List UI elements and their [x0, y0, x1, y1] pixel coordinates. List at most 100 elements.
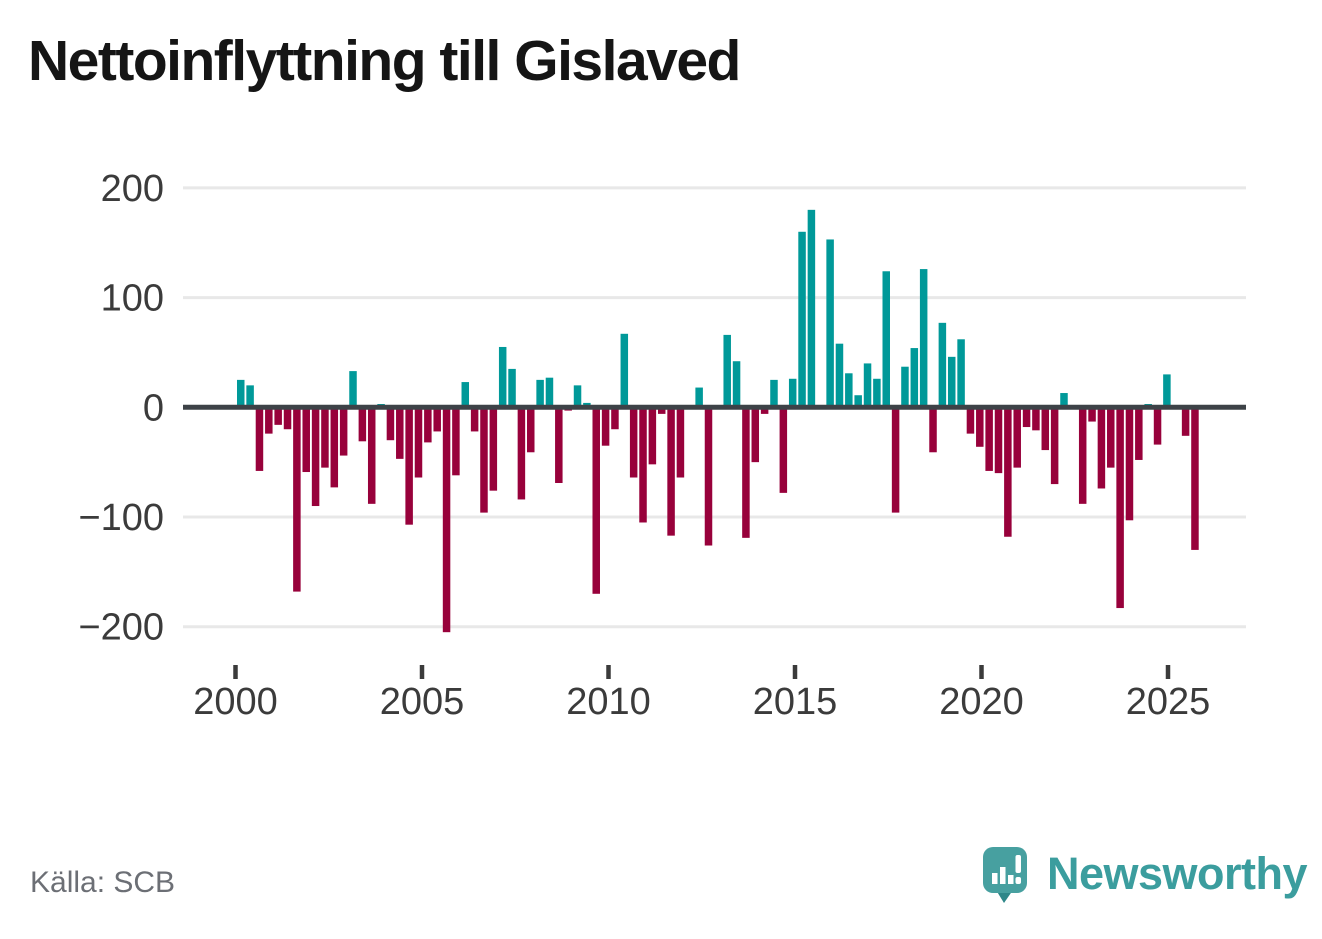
bar-2018-q2: [919, 269, 928, 408]
bar-2024-q3: [1153, 407, 1162, 445]
bar-2000-q2: [246, 385, 254, 408]
y-axis-label--100: −100: [78, 497, 164, 539]
bar-2005-q1: [424, 407, 432, 443]
bar-2021-q4: [1050, 407, 1059, 485]
bar-2010-q2: [620, 333, 629, 408]
bar-2001-q1: [274, 407, 282, 425]
bar-2022-q1: [1060, 393, 1068, 408]
bar-2005-q4: [452, 407, 460, 476]
bar-2011-q4: [676, 407, 685, 478]
bar-2016-q2: [845, 373, 853, 408]
bar-2020-q4: [1013, 407, 1021, 468]
bar-2004-q1: [386, 407, 395, 441]
bar-2006-q3: [480, 407, 488, 513]
x-axis-label-2015: 2015: [753, 681, 838, 723]
bar-2013-q3: [742, 407, 750, 538]
logo-bar-1: [992, 873, 998, 884]
bar-2003-q3: [367, 407, 376, 504]
bar-2009-q3: [592, 407, 600, 594]
bar-2016-q4: [863, 363, 872, 408]
bar-2003-q1: [349, 371, 357, 408]
logo-bar-2: [1000, 867, 1006, 884]
logo-bar-3: [1008, 875, 1014, 884]
bar-2012-q3: [704, 407, 713, 546]
bar-2003-q2: [358, 407, 367, 442]
bar-2018-q1: [910, 348, 919, 408]
bar-2014-q1: [760, 407, 769, 414]
bar-2004-q3: [405, 407, 413, 525]
bar-2014-q2: [770, 379, 778, 408]
bar-2019-q3: [966, 407, 975, 434]
y-axis-label-200: 200: [101, 168, 164, 210]
bar-2007-q2: [508, 368, 516, 408]
bar-2022-q3: [1078, 407, 1087, 504]
bar-2015-q2: [807, 209, 816, 408]
bar-2013-q4: [751, 407, 760, 463]
bar-2001-q4: [302, 407, 310, 473]
bar-2021-q1: [1022, 407, 1031, 428]
bar-2011-q2: [657, 407, 666, 414]
bar-2007-q4: [527, 407, 535, 453]
bar-chart-speech-bubble-icon: [983, 847, 1027, 903]
bar-2023-q1: [1097, 407, 1106, 489]
bar-2013-q1: [723, 334, 731, 408]
bar-2008-q1: [536, 379, 544, 408]
x-axis-label-2005: 2005: [380, 681, 465, 723]
source-note: Källa: SCB: [30, 866, 176, 899]
bar-2018-q4: [938, 322, 947, 408]
bar-2004-q2: [396, 407, 404, 459]
y-axis-label--200: −200: [78, 607, 164, 649]
bar-2023-q3: [1116, 407, 1124, 609]
bar-2015-q4: [826, 239, 834, 408]
bar-2021-q2: [1032, 407, 1040, 431]
bar-2010-q1: [611, 407, 619, 430]
bar-2013-q2: [732, 361, 741, 408]
bar-2021-q3: [1041, 407, 1050, 451]
bar-2016-q1: [835, 343, 844, 408]
bar-2019-q4: [976, 407, 984, 447]
bar-2015-q1: [798, 231, 806, 408]
bar-2020-q3: [1004, 407, 1012, 537]
bar-2005-q2: [433, 407, 441, 432]
bar-2019-q2: [957, 339, 965, 408]
bar-2022-q4: [1088, 407, 1096, 422]
bar-2024-q1: [1135, 407, 1143, 460]
y-axis-label-0: 0: [143, 387, 164, 429]
bar-2014-q3: [779, 407, 788, 493]
bar-2002-q3: [330, 407, 339, 488]
bar-2009-q1: [573, 385, 582, 408]
x-axis-label-2020: 2020: [939, 681, 1024, 723]
bar-2006-q2: [470, 407, 479, 432]
bar-2007-q3: [517, 407, 526, 500]
bar-2006-q4: [489, 407, 498, 491]
bar-2002-q4: [339, 407, 348, 456]
y-axis-label-100: 100: [101, 278, 164, 320]
bar-2002-q2: [321, 407, 329, 468]
bar-2023-q2: [1107, 407, 1115, 468]
bar-2009-q4: [601, 407, 610, 446]
bar-2008-q2: [545, 377, 554, 408]
bar-2017-q3: [891, 407, 900, 513]
bar-2012-q2: [695, 387, 703, 408]
bar-2002-q1: [311, 407, 320, 507]
bar-2025-q3: [1191, 407, 1199, 550]
bar-2000-q3: [255, 407, 264, 471]
bar-2023-q4: [1125, 407, 1134, 521]
x-axis-label-2025: 2025: [1126, 681, 1211, 723]
page-title: Nettoinflyttning till Gislaved: [28, 29, 741, 93]
bar-2010-q4: [639, 407, 647, 523]
bar-2020-q1: [985, 407, 993, 471]
bar-2025-q2: [1181, 407, 1190, 436]
bar-2000-q4: [265, 407, 273, 434]
bar-2019-q1: [947, 356, 956, 408]
bar-2024-q4: [1163, 374, 1171, 408]
x-axis-label-2000: 2000: [193, 681, 278, 723]
bar-2008-q3: [555, 407, 563, 483]
bar-2020-q2: [994, 407, 1003, 474]
newsworthy-brand: Newsworthy: [980, 844, 1308, 903]
bar-2017-q4: [901, 366, 909, 408]
logo-exclamation-stem: [1015, 855, 1021, 873]
x-axis-label-2010: 2010: [566, 681, 651, 723]
bar-2014-q4: [788, 378, 797, 408]
